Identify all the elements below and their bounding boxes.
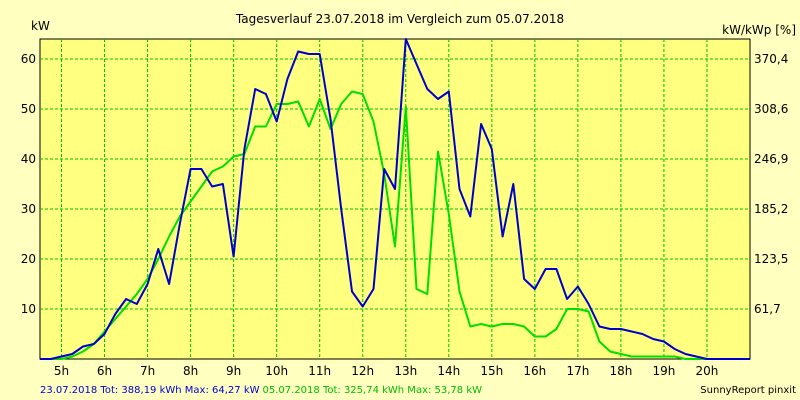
- y-tick-label-right: 185,2: [754, 202, 788, 216]
- x-tick-label: 16h: [523, 364, 546, 378]
- y-tick-label-right: 246,9: [754, 152, 788, 166]
- y-tick-label-left: 40: [21, 152, 36, 166]
- footer-text: 23.07.2018 Tot: 388,19 kWh Max: 64,27 kW…: [40, 385, 482, 396]
- x-tick-label: 9h: [226, 364, 241, 378]
- x-tick-label: 7h: [140, 364, 155, 378]
- x-tick-label: 17h: [566, 364, 589, 378]
- y-axis-label-left: kW: [31, 19, 50, 33]
- y-tick-label-left: 50: [21, 102, 36, 116]
- footer-brand: SunnyReport pinxit: [700, 385, 796, 396]
- x-tick-label: 5h: [54, 364, 69, 378]
- series-layer: [40, 38, 750, 360]
- plot-area: [39, 38, 751, 360]
- x-tick-label: 6h: [97, 364, 112, 378]
- series-line-1: [40, 38, 750, 360]
- chart-title: Tagesverlauf 23.07.2018 im Vergleich zum…: [235, 12, 564, 26]
- series-line-2: [40, 90, 750, 360]
- y-tick-label-left: 20: [21, 252, 36, 266]
- x-tick-label: 10h: [265, 364, 288, 378]
- y-tick-label-left: 10: [21, 302, 36, 316]
- x-tick-label: 20h: [696, 364, 719, 378]
- y-tick-label-left: 60: [21, 52, 36, 66]
- footer-series1: 23.07.2018 Tot: 388,19 kWh Max: 64,27 kW: [40, 385, 260, 396]
- x-tick-label: 13h: [394, 364, 417, 378]
- y-axis-label-right: kW/kWp [%]: [722, 23, 796, 37]
- y-tick-label-right: 308,6: [754, 102, 788, 116]
- y-tick-label-right: 61,7: [754, 302, 781, 316]
- x-tick-label: 18h: [609, 364, 632, 378]
- x-tick-label: 8h: [183, 364, 198, 378]
- x-tick-label: 14h: [437, 364, 460, 378]
- tick-labels: 10 61,7 20 123,5 30 185,2 40 246,9 50 308,6 60 370,…: [21, 52, 789, 378]
- y-tick-label-left: 30: [21, 202, 36, 216]
- gridlines: [40, 39, 750, 359]
- x-tick-label: 12h: [351, 364, 374, 378]
- x-tick-label: 19h: [653, 364, 676, 378]
- y-tick-label-right: 370,4: [754, 52, 788, 66]
- y-tick-label-right: 123,5: [754, 252, 788, 266]
- x-tick-label: 15h: [480, 364, 503, 378]
- footer-series2: 05.07.2018 Tot: 325,74 kWh Max: 53,78 kW: [263, 385, 483, 396]
- x-tick-label: 11h: [308, 364, 331, 378]
